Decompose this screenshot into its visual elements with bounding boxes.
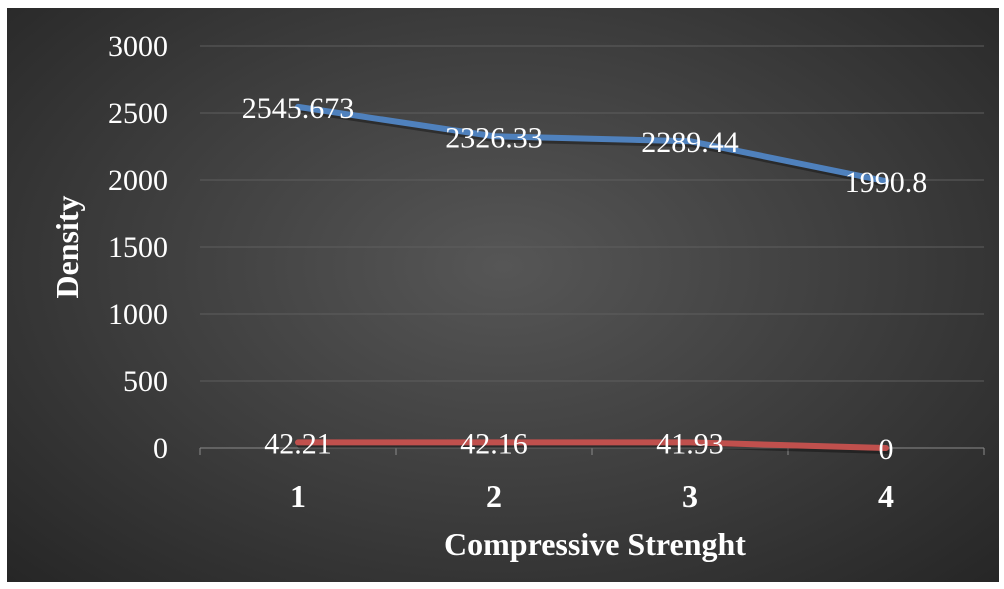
y-tick-label: 500 [123,365,168,398]
y-tick-label: 2500 [108,97,168,130]
y-tick-label: 0 [153,432,168,465]
data-label: 2545.673 [242,92,355,125]
x-tick-label: 2 [486,478,502,514]
data-label: 41.93 [656,427,724,460]
data-label: 2289.44 [641,126,739,159]
y-axis-title: Density [49,195,85,298]
x-tick-label: 4 [878,478,894,514]
y-tick-label: 1500 [108,231,168,264]
y-tick-label: 2000 [108,164,168,197]
data-label: 42.21 [264,427,332,460]
data-label: 1990.8 [845,166,928,199]
data-labels: 2545.673 2326.33 2289.44 1990.8 42.21 42.16 41… [242,92,928,466]
series-line [295,439,889,451]
data-label: 2326.33 [445,121,543,154]
chart-area [7,8,999,582]
y-tick-label: 3000 [108,30,168,63]
y-tick-label: 1000 [108,298,168,331]
x-axis-title: Compressive Strenght [444,526,746,562]
x-tick-label: 1 [290,478,306,514]
data-label: 0 [879,433,894,466]
x-axis-tick-labels: 1 2 3 4 [290,478,894,514]
gridlines [200,45,984,382]
y-axis-tick-labels: 0 500 1000 1500 2000 2500 3000 [108,30,168,465]
series-lines [295,103,891,454]
data-label: 42.16 [460,427,528,460]
series-line [295,103,889,185]
x-tick-label: 3 [682,478,698,514]
